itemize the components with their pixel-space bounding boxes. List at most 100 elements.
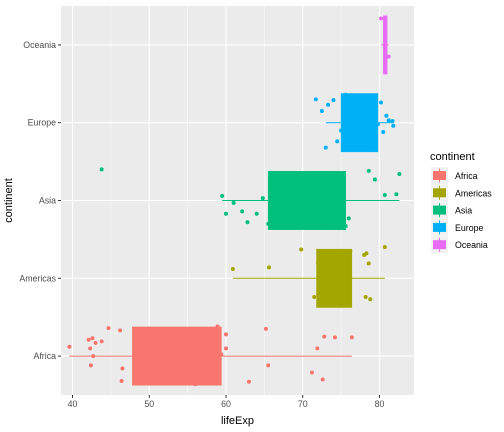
legend-label-europe: Europe bbox=[455, 223, 483, 233]
legend-label-americas: Americas bbox=[455, 188, 492, 198]
point-africa bbox=[215, 324, 220, 329]
point-asia bbox=[231, 200, 236, 205]
point-africa bbox=[309, 370, 314, 375]
jitter-points bbox=[67, 16, 402, 387]
point-europe bbox=[391, 123, 396, 128]
x-tick-label: 70 bbox=[298, 399, 308, 409]
point-africa bbox=[223, 332, 228, 337]
point-africa bbox=[99, 339, 104, 344]
point-europe bbox=[390, 119, 395, 124]
point-africa bbox=[67, 344, 72, 349]
point-europe bbox=[381, 130, 386, 135]
point-africa bbox=[315, 346, 320, 351]
point-americas bbox=[335, 256, 340, 261]
point-africa bbox=[86, 337, 91, 342]
point-asia bbox=[254, 211, 259, 216]
legend-title: continent bbox=[430, 151, 475, 163]
y-tick-label: Asia bbox=[39, 196, 56, 206]
box-americas bbox=[316, 248, 353, 308]
legend-key-point bbox=[437, 208, 442, 212]
point-africa bbox=[320, 377, 325, 382]
box-europe bbox=[340, 93, 379, 153]
boxplots bbox=[69, 15, 400, 386]
point-europe bbox=[384, 113, 389, 118]
point-europe bbox=[339, 128, 344, 133]
point-asia bbox=[245, 220, 250, 225]
legend-key-point bbox=[437, 242, 442, 247]
y-axis: Africa Americas Asia Europe Oceania bbox=[19, 40, 61, 361]
legend-key-point bbox=[437, 191, 442, 195]
x-tick-label: 60 bbox=[221, 399, 231, 409]
point-europe bbox=[375, 122, 380, 127]
point-africa bbox=[106, 326, 111, 331]
point-africa bbox=[181, 338, 186, 343]
point-africa bbox=[187, 347, 192, 352]
point-africa bbox=[93, 340, 98, 345]
point-asia bbox=[266, 221, 271, 226]
point-americas bbox=[316, 260, 321, 265]
point-africa bbox=[349, 335, 354, 340]
x-tick-label: 80 bbox=[375, 399, 385, 409]
point-americas bbox=[348, 249, 353, 254]
point-africa bbox=[219, 352, 224, 357]
point-africa bbox=[91, 354, 96, 359]
point-asia bbox=[343, 224, 348, 229]
point-europe bbox=[319, 109, 324, 114]
point-asia bbox=[382, 193, 387, 198]
point-asia bbox=[332, 186, 337, 191]
point-asia bbox=[302, 190, 307, 195]
x-axis-title: lifeExp bbox=[221, 415, 254, 427]
point-europe bbox=[368, 95, 373, 100]
x-tick-label: 50 bbox=[144, 399, 154, 409]
point-europe bbox=[331, 98, 336, 103]
point-europe bbox=[326, 102, 331, 107]
point-asia bbox=[372, 177, 377, 182]
point-africa bbox=[263, 326, 268, 331]
y-tick-label: Africa bbox=[34, 351, 57, 361]
point-africa bbox=[322, 334, 327, 339]
point-asia bbox=[99, 167, 104, 172]
y-axis-title: continent bbox=[3, 178, 15, 223]
point-americas bbox=[319, 273, 324, 278]
legend: continent Africa Americas Asia Europe Oceani… bbox=[430, 151, 492, 254]
point-asia bbox=[280, 217, 285, 222]
point-africa bbox=[332, 335, 337, 340]
point-africa bbox=[119, 378, 124, 383]
point-europe bbox=[386, 118, 391, 123]
point-asia bbox=[346, 216, 351, 221]
point-europe bbox=[354, 133, 359, 138]
point-asia bbox=[220, 193, 225, 198]
point-africa bbox=[223, 346, 228, 351]
legend-label-africa: Africa bbox=[455, 171, 478, 181]
point-africa bbox=[133, 348, 138, 353]
point-asia bbox=[366, 168, 371, 173]
point-asia bbox=[397, 172, 402, 177]
point-africa bbox=[118, 328, 123, 333]
x-axis: 40 50 60 70 80 bbox=[68, 395, 385, 409]
point-asia bbox=[305, 220, 310, 225]
point-europe bbox=[357, 116, 362, 121]
point-asia bbox=[240, 209, 245, 214]
legend-label-oceania: Oceania bbox=[455, 240, 488, 250]
point-americas bbox=[368, 297, 373, 302]
y-tick-label: Americas bbox=[19, 273, 56, 283]
point-americas bbox=[346, 270, 351, 275]
legend-label-asia: Asia bbox=[455, 206, 472, 216]
legend-key-point bbox=[437, 173, 442, 178]
point-americas bbox=[312, 294, 317, 299]
point-asia bbox=[313, 171, 318, 176]
point-asia bbox=[319, 180, 324, 185]
point-africa bbox=[158, 341, 163, 346]
point-americas bbox=[230, 266, 235, 271]
point-oceania bbox=[386, 54, 391, 59]
point-africa bbox=[88, 363, 93, 368]
box-africa bbox=[132, 326, 222, 386]
point-africa bbox=[193, 382, 198, 387]
point-americas bbox=[299, 247, 304, 252]
y-tick-label: Europe bbox=[28, 118, 56, 128]
point-europe bbox=[313, 97, 318, 102]
point-asia bbox=[260, 196, 265, 201]
point-africa bbox=[208, 361, 213, 366]
y-tick-label: Oceania bbox=[23, 40, 56, 50]
